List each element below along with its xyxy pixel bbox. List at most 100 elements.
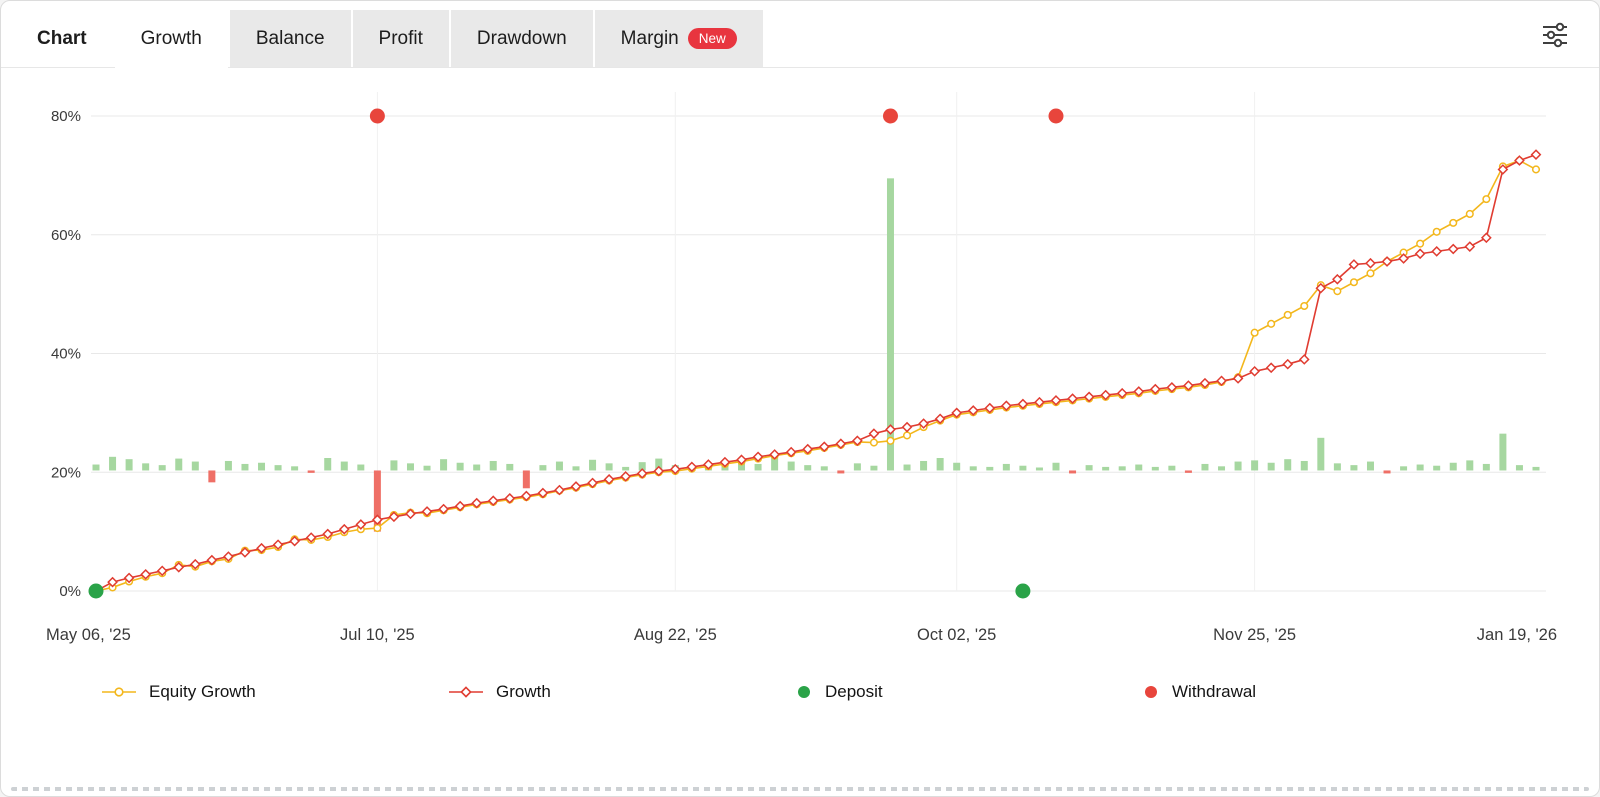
chart-settings-button[interactable] (1537, 17, 1573, 53)
sliders-icon (1543, 22, 1567, 48)
equity-point-marker (1267, 319, 1276, 328)
profit-bar (1433, 465, 1441, 471)
growth-point-marker (322, 528, 334, 540)
growth-point-marker (1332, 273, 1343, 285)
profit-bar (787, 461, 795, 471)
deposit-marker[interactable] (1015, 583, 1031, 599)
growth-point-marker (1216, 375, 1227, 387)
equity-point-marker (1482, 195, 1491, 204)
profit-bar (1383, 470, 1391, 474)
profit-bar (1532, 466, 1540, 471)
profit-bar (473, 464, 481, 471)
profit-bar (489, 460, 497, 471)
tab-bar: Chart Growth Balance Profit Drawdown Mar… (1, 1, 1599, 68)
tab-profit[interactable]: Profit (352, 10, 449, 67)
growth-point-marker (156, 565, 168, 577)
growth-point-marker (471, 497, 483, 509)
growth-point-marker (818, 441, 830, 453)
growth-point-marker (570, 481, 582, 492)
x-axis-tick-label: Aug 22, '25 (634, 626, 717, 644)
profit-bar (506, 463, 514, 471)
profit-bar (109, 456, 117, 471)
growth-point-marker (1348, 259, 1360, 270)
withdrawal-markers[interactable] (369, 108, 1064, 124)
equity-point-marker (1250, 328, 1259, 337)
growth-point-marker (1116, 387, 1128, 399)
profit-bar (175, 458, 183, 471)
equity-point-marker (886, 436, 895, 445)
profit-bar (870, 465, 878, 471)
growth-point-marker (338, 523, 350, 535)
tab-balance[interactable]: Balance (229, 10, 351, 67)
y-axis-tick-label: 80% (51, 108, 81, 125)
profit-bar (1168, 465, 1176, 471)
growth-point-marker (1166, 381, 1178, 393)
profit-bar (125, 459, 133, 471)
equity-point-marker (1300, 301, 1309, 311)
profit-bar (373, 470, 381, 532)
axis-labels: 0% 20% 40% 60% 80% May 06, '25 Jul 10, '25 Aug … (46, 108, 1557, 644)
withdrawal-marker[interactable] (369, 108, 385, 124)
growth-point-marker (620, 471, 632, 482)
withdrawal-marker[interactable] (882, 108, 898, 124)
tab-label: Profit (378, 27, 423, 49)
profit-bar (589, 459, 597, 471)
legend-item-equity-growth[interactable]: Equity Growth (101, 682, 448, 702)
growth-point-marker (603, 474, 615, 485)
equity-growth-legend-marker (102, 687, 136, 697)
profit-bar (224, 460, 232, 471)
legend-item-withdrawal[interactable]: Withdrawal (1142, 682, 1256, 702)
equity-point-marker (869, 438, 878, 447)
growth-point-marker (388, 511, 400, 523)
growth-point-marker (272, 539, 284, 551)
profit-bar (324, 458, 332, 471)
profit-bar (340, 461, 348, 471)
profit-bar (291, 466, 299, 471)
profit-bar (1218, 466, 1226, 471)
tab-drawdown[interactable]: Drawdown (450, 10, 593, 67)
growth-point-marker (719, 456, 731, 468)
equity-point-marker (1449, 218, 1458, 227)
profit-bar (258, 462, 266, 471)
growth-point-marker (1381, 256, 1393, 267)
profit-bar (1035, 467, 1043, 471)
profit-bar (1300, 460, 1308, 471)
growth-point-marker (1530, 149, 1542, 160)
profit-bar (1482, 463, 1490, 471)
legend-item-growth[interactable]: Growth (448, 682, 795, 702)
profit-bar (274, 465, 282, 471)
growth-point-marker (686, 461, 698, 473)
profit-bar (820, 466, 828, 471)
profit-bar (423, 465, 431, 471)
growth-point-marker (1050, 395, 1062, 406)
growth-point-marker (1067, 393, 1078, 404)
x-axis-tick-label: Oct 02, '25 (917, 626, 996, 644)
x-axis-tick-label: Jan 19, '26 (1477, 626, 1557, 644)
legend-item-deposit[interactable]: Deposit (795, 682, 1142, 702)
profit-bar (638, 462, 646, 471)
profit-bar (1019, 465, 1027, 471)
growth-point-marker (1398, 253, 1409, 264)
x-axis-tick-label: Jul 10, '25 (340, 626, 415, 644)
growth-point-marker (934, 413, 946, 425)
profit-bar (1251, 460, 1259, 471)
deposit-markers[interactable] (88, 583, 1031, 599)
profit-bar (522, 470, 530, 489)
growth-point-marker (107, 576, 118, 588)
growth-point-marker (918, 418, 929, 429)
growth-series (90, 149, 1542, 597)
profit-bar (241, 463, 249, 471)
tab-chart[interactable]: Chart (11, 10, 113, 67)
growth-chart[interactable]: 0% 20% 40% 60% 80% May 06, '25 Jul 10, '25 Aug … (1, 68, 1600, 668)
tab-margin[interactable]: Margin New (594, 10, 763, 67)
profit-bar (440, 459, 448, 471)
withdrawal-marker[interactable] (1048, 108, 1064, 124)
equity-point-marker (1283, 310, 1292, 319)
equity-point-marker (1465, 209, 1474, 219)
growth-point-marker (256, 542, 267, 554)
deposit-marker[interactable] (88, 583, 104, 599)
withdrawal-legend-marker (1145, 686, 1157, 698)
tab-growth[interactable]: Growth (114, 10, 228, 68)
profit-bar (456, 462, 464, 471)
growth-point-marker (1464, 241, 1476, 252)
